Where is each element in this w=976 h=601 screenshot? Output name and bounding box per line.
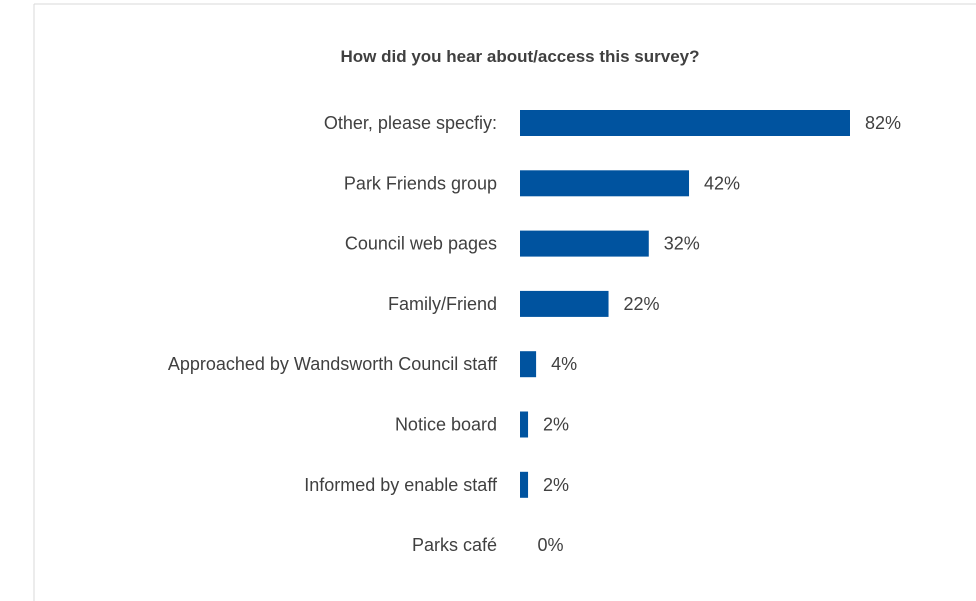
value-label: 82% xyxy=(865,113,901,133)
category-label: Other, please specfiy: xyxy=(324,113,497,133)
bar xyxy=(520,230,649,257)
value-label: 42% xyxy=(704,173,740,193)
value-label: 0% xyxy=(538,535,564,555)
category-label: Approached by Wandsworth Council staff xyxy=(168,354,498,374)
value-label: 2% xyxy=(543,475,569,495)
value-label: 22% xyxy=(624,294,660,314)
bar xyxy=(520,471,529,498)
category-label: Notice board xyxy=(395,415,497,435)
value-label: 2% xyxy=(543,415,569,435)
bar xyxy=(520,411,529,438)
bar xyxy=(520,110,850,136)
value-label: 4% xyxy=(551,354,577,374)
bars-group: Other, please specfiy: 82% Park Friends gr… xyxy=(168,110,901,555)
chart-title: How did you hear about/access this surve… xyxy=(341,47,700,66)
value-label: 32% xyxy=(664,234,700,254)
bar xyxy=(520,351,537,378)
bar xyxy=(520,290,609,317)
category-label: Informed by enable staff xyxy=(304,475,498,495)
category-label: Family/Friend xyxy=(388,294,497,314)
category-label: Parks café xyxy=(412,535,497,555)
bar xyxy=(520,170,690,197)
category-label: Park Friends group xyxy=(344,173,497,193)
category-label: Council web pages xyxy=(345,234,497,254)
